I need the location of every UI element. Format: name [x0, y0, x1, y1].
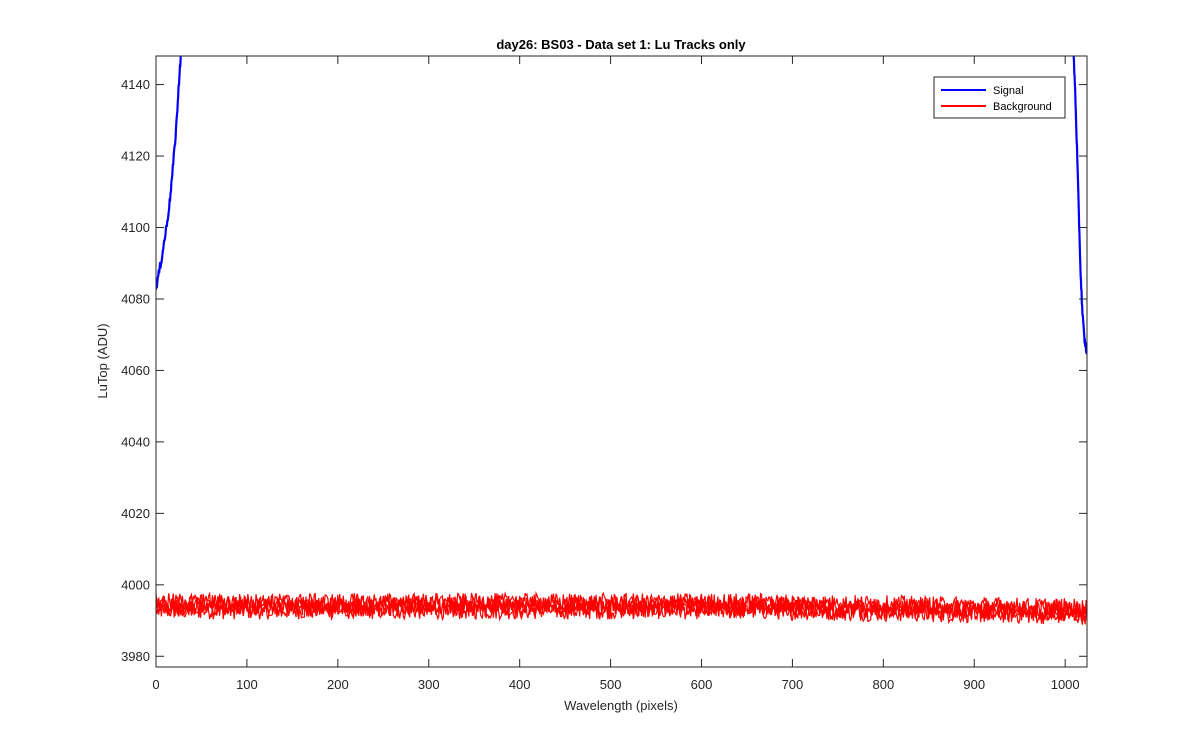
x-tick-label: 500	[600, 677, 622, 692]
x-tick-label: 300	[418, 677, 440, 692]
x-tick-label: 100	[236, 677, 258, 692]
background-trace	[156, 590, 1087, 618]
x-tick-label: 200	[327, 677, 349, 692]
x-axis: 0 100 200 300 400 500 600 700 800 900 1000	[152, 56, 1080, 692]
y-tick-label: 4000	[121, 577, 150, 592]
background-trace	[156, 594, 1087, 620]
legend: Signal Background	[933, 76, 1066, 119]
x-tick-label: 800	[872, 677, 894, 692]
y-tick-label: 4100	[121, 220, 150, 235]
y-tick-label: 4060	[121, 363, 150, 378]
y-tick-label: 3980	[121, 649, 150, 664]
axes-box	[155, 55, 1088, 668]
data-layer	[156, 56, 1087, 625]
legend-box	[933, 76, 1066, 119]
y-tick-label: 4140	[121, 77, 150, 92]
x-tick-label: 400	[509, 677, 531, 692]
chart-title: day26: BS03 - Data set 1: Lu Tracks only	[496, 37, 746, 52]
x-tick-label: 0	[152, 677, 159, 692]
signal-line	[1072, 56, 1087, 355]
y-tick-label: 4080	[121, 291, 150, 306]
x-tick-label: 1000	[1051, 677, 1080, 692]
y-axis-title: LuTop (ADU)	[95, 323, 110, 398]
legend-label-background: Background	[993, 101, 1052, 113]
y-tick-label: 4120	[121, 149, 150, 164]
x-tick-label: 900	[963, 677, 985, 692]
signal-line	[156, 56, 182, 290]
plot-area	[156, 56, 1087, 667]
y-tick-label: 4040	[121, 434, 150, 449]
x-axis-title: Wavelength (pixels)	[564, 698, 678, 713]
y-tick-label: 4020	[121, 506, 150, 521]
x-tick-label: 700	[782, 677, 804, 692]
x-tick-label: 600	[691, 677, 713, 692]
legend-label-signal: Signal	[993, 85, 1024, 97]
y-axis: 3980 4000 4020 4040 4060 4080 4100 4120 4140	[121, 77, 1087, 664]
